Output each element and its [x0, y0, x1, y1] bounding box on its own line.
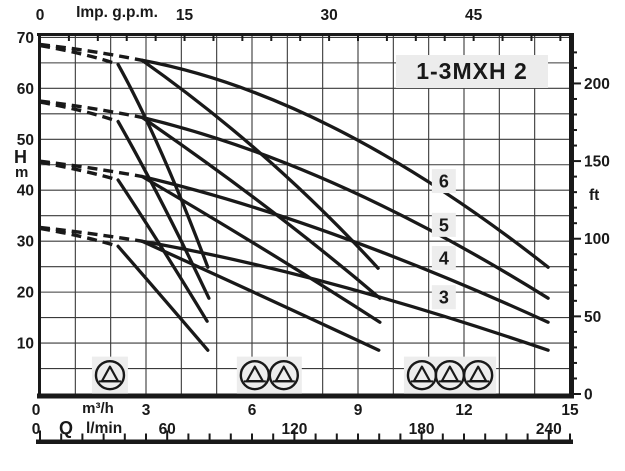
pump-curve-5-stage-2-pump	[140, 115, 382, 300]
top-axis-value-0: 0	[36, 7, 45, 24]
pump-curve-5-stage-3-pump	[140, 115, 550, 300]
bottom-m3h-value-9: 9	[354, 402, 363, 419]
pump-symbol-icon	[94, 359, 126, 391]
chart-title: 1-3MXH 2	[396, 55, 548, 88]
curve-label-bg	[431, 245, 456, 270]
left-axis-value-40: 40	[17, 183, 34, 200]
pump-curve-dashed-6-stage	[39, 43, 119, 67]
right-axis-value-0: 0	[584, 387, 593, 404]
pump-curve-dashed-5-stage	[39, 99, 143, 120]
bottom-m3h-value-6: 6	[248, 402, 257, 419]
left-axis-head-symbol: H	[14, 147, 27, 167]
left-axis-value-10: 10	[17, 336, 34, 353]
bottom-lmin-value-0: 0	[32, 421, 41, 438]
pump-curve-4-stage-2-pump	[140, 174, 382, 324]
left-axis-value-70: 70	[17, 30, 34, 47]
left-axis-unit-label: m	[15, 164, 29, 181]
bottom-lmin-value-120: 120	[281, 421, 307, 438]
pump-curve-6-stage-1-pump	[116, 62, 210, 269]
pump-symbol-icon	[462, 359, 494, 391]
bottom-m3h-value-12: 12	[455, 402, 472, 419]
top-axis-value-45: 45	[465, 7, 483, 24]
pump-curve-3-stage-1-pump	[116, 244, 210, 352]
pump-symbol-icon	[268, 359, 299, 391]
pump-curve-5-stage-1-pump	[116, 119, 211, 300]
bottom-lmin-value-180: 180	[409, 421, 435, 438]
bottom-m3h-value-15: 15	[561, 402, 579, 419]
curve-label-bg	[431, 212, 456, 237]
curve-label-6: 6	[439, 172, 449, 192]
top-axis-value-30: 30	[320, 7, 337, 24]
pump-curve-dashed-6-stage	[39, 42, 143, 62]
curve-label-3: 3	[439, 288, 449, 308]
pump-curve-dashed-3-stage	[39, 225, 143, 243]
pump-curve-3-stage-2-pump	[140, 239, 381, 352]
bottom-m3h-value-3: 3	[142, 402, 151, 419]
pump-curve-6-stage-2-pump	[140, 58, 380, 270]
pump-curve-dashed-4-stage	[39, 159, 143, 179]
right-axis-value-50: 50	[584, 309, 601, 326]
left-axis-value-60: 60	[17, 81, 34, 98]
pump-group-bg	[403, 356, 497, 394]
bottom-lmin-value-60: 60	[159, 421, 176, 438]
pump-curve-dashed-3-stage	[39, 226, 119, 248]
left-axis-value-50: 50	[17, 132, 34, 149]
curve-label-bg	[431, 169, 456, 194]
pump-curve-3-stage-3-pump	[140, 239, 550, 352]
bottom-lmin-value-240: 240	[536, 421, 562, 438]
pump-curve-4-stage-3-pump	[140, 174, 550, 324]
right-axis-value-100: 100	[584, 231, 610, 248]
left-axis-value-30: 30	[17, 234, 34, 251]
top-axis-unit-label: Imp. g.p.m.	[76, 4, 158, 21]
lmin-scale-bar	[36, 439, 573, 444]
pump-group-bg	[91, 356, 128, 394]
bottom-m3h-value-0: 0	[32, 402, 41, 419]
left-axis-value-20: 20	[17, 285, 34, 302]
top-axis-value-15: 15	[176, 7, 194, 24]
curve-label-4: 4	[439, 248, 449, 268]
curve-label-bg	[431, 285, 456, 310]
bottom-axis-lmin-unit-label: l/min	[86, 420, 123, 437]
bottom-axis-flow-symbol: Q	[59, 418, 74, 438]
pump-curve-dashed-5-stage	[39, 100, 119, 124]
bottom-axis-m3h-unit-label: m³/h	[82, 400, 114, 417]
right-axis-value-150: 150	[584, 154, 610, 171]
right-axis-unit-label: ft	[589, 187, 600, 204]
pump-curve-6-stage-3-pump	[140, 58, 550, 269]
curve-label-5: 5	[439, 215, 449, 235]
right-axis-value-200: 200	[584, 76, 610, 93]
pump-curve-dashed-4-stage	[39, 160, 119, 182]
